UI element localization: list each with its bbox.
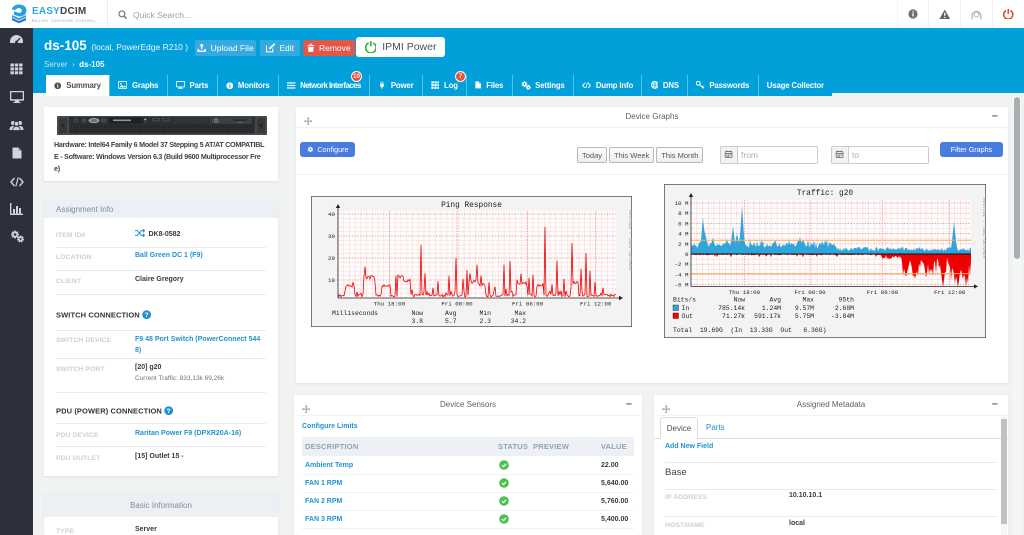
svg-text:Max: Max — [802, 297, 814, 304]
svg-text:Bits/s: Bits/s — [673, 297, 696, 304]
svg-text:-3.84M: -3.84M — [831, 313, 854, 320]
svg-text:Fri 12:00: Fri 12:00 — [580, 301, 612, 308]
svg-text:-4 M: -4 M — [675, 271, 689, 278]
svg-text:2.3: 2.3 — [479, 318, 491, 325]
svg-text:8 M: 8 M — [678, 210, 689, 217]
svg-text:Traffic: g20: Traffic: g20 — [797, 190, 853, 198]
svg-text:Max: Max — [514, 310, 526, 317]
svg-text:Avg: Avg — [445, 310, 457, 317]
svg-text:Min: Min — [479, 310, 491, 317]
svg-text:6 M: 6 M — [678, 220, 689, 227]
svg-text:?: ? — [167, 408, 171, 415]
svg-text:71.27k: 71.27k — [722, 313, 745, 320]
svg-text:1.24M: 1.24M — [762, 305, 781, 312]
svg-text:Fri 06:00: Fri 06:00 — [867, 289, 899, 296]
svg-text:RRDTOOL / TOBI OETIKER: RRDTOOL / TOBI OETIKER — [981, 198, 986, 259]
svg-text:Fri 12:00: Fri 12:00 — [934, 289, 966, 296]
svg-text:RRDTOOL / TOBI OETIKER: RRDTOOL / TOBI OETIKER — [627, 210, 632, 271]
svg-text:?: ? — [145, 312, 149, 319]
svg-text:2.68M: 2.68M — [835, 305, 854, 312]
svg-text:95th: 95th — [839, 297, 855, 304]
svg-text:-2 M: -2 M — [675, 261, 689, 268]
svg-text:5.75M: 5.75M — [795, 313, 814, 320]
svg-text:Thu 18:00: Thu 18:00 — [374, 301, 406, 308]
svg-text:785.14k: 785.14k — [718, 305, 745, 312]
svg-text:Now: Now — [411, 310, 423, 317]
svg-text:In: In — [682, 305, 690, 312]
svg-text:9.57M: 9.57M — [795, 305, 814, 312]
svg-text:Now: Now — [733, 297, 745, 304]
svg-text:5.7: 5.7 — [445, 318, 457, 325]
svg-text:Fri 00:00: Fri 00:00 — [794, 289, 826, 296]
svg-text:40: 40 — [328, 211, 335, 218]
svg-text:20: 20 — [328, 255, 335, 262]
svg-text:-6 M: -6 M — [675, 282, 689, 289]
svg-text:Total 19.69G (In 13.33G Ou: Total 19.69G (In 13.33G Out 6.36G) — [673, 327, 826, 334]
svg-text:Thu 18:00: Thu 18:00 — [729, 289, 761, 296]
svg-text:4 M: 4 M — [678, 231, 689, 238]
svg-text:591.17k: 591.17k — [754, 313, 781, 320]
svg-text:3.8: 3.8 — [411, 318, 423, 325]
svg-text:Ping Response: Ping Response — [441, 202, 502, 210]
svg-text:Out: Out — [682, 313, 694, 320]
svg-text:Fri 06:00: Fri 06:00 — [512, 301, 544, 308]
svg-text:2 M: 2 M — [678, 241, 689, 248]
svg-text:30: 30 — [328, 233, 335, 240]
svg-text:34.2: 34.2 — [511, 318, 527, 325]
svg-text:Milliseconds: Milliseconds — [332, 310, 378, 317]
svg-text:0: 0 — [685, 251, 689, 258]
svg-text:Avg: Avg — [769, 297, 781, 304]
svg-text:10 M: 10 M — [675, 200, 689, 207]
svg-text:Fri 00:00: Fri 00:00 — [441, 301, 473, 308]
svg-text:10: 10 — [328, 277, 335, 284]
